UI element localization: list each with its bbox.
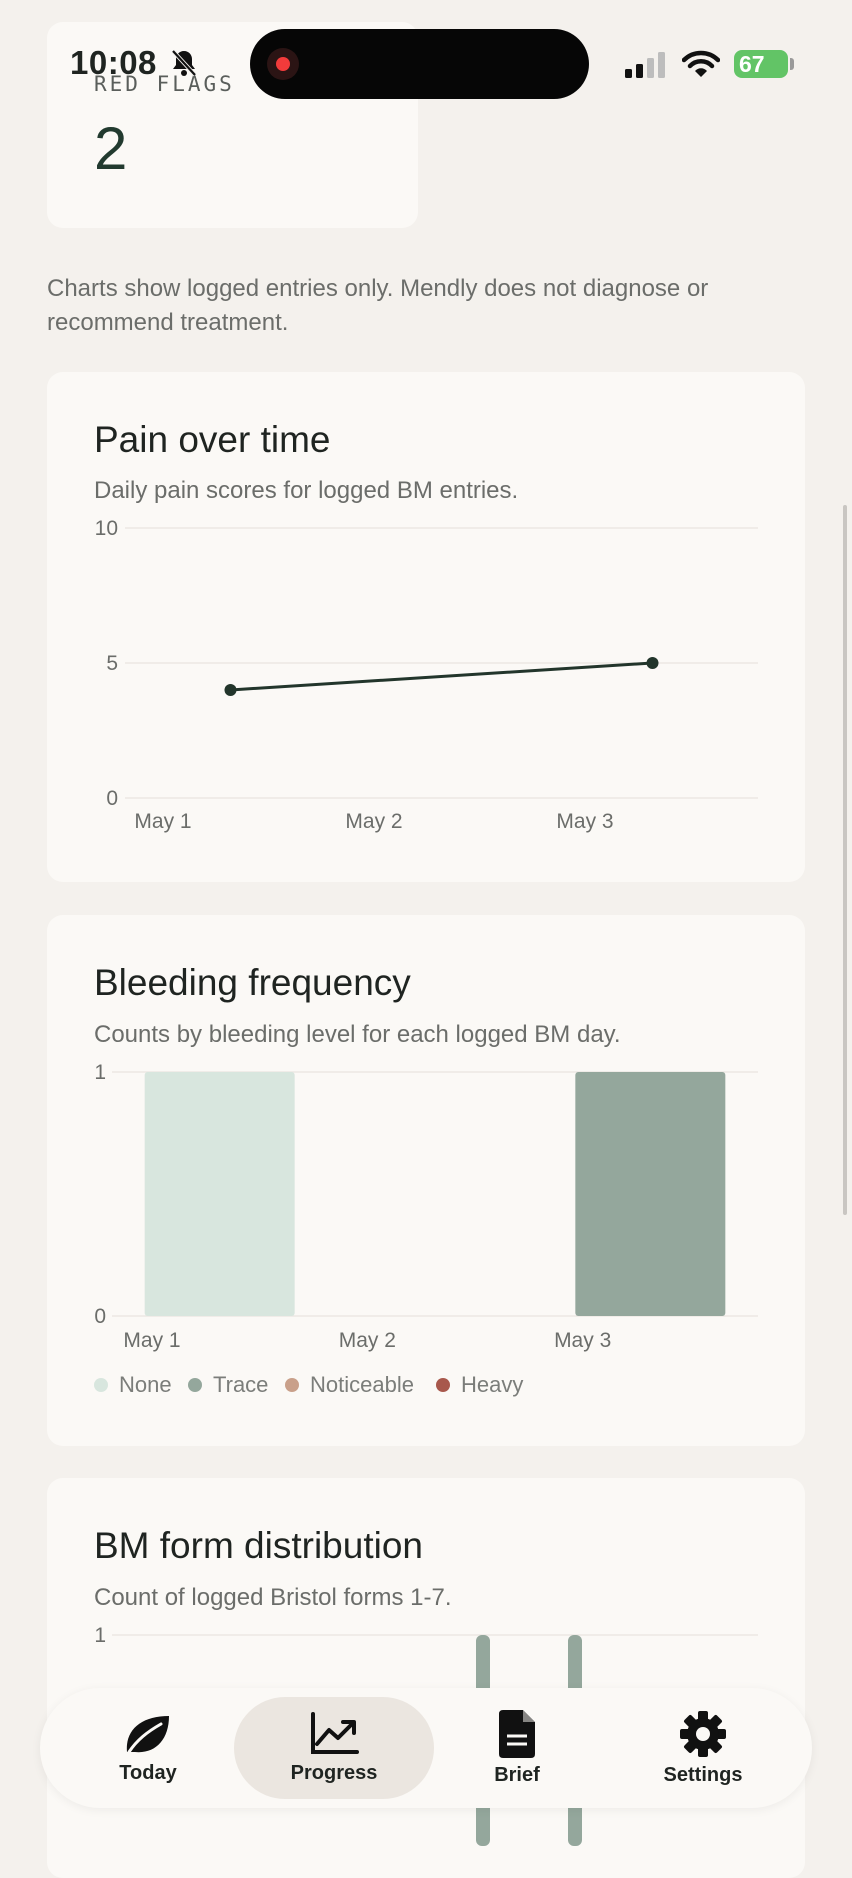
dynamic-island: [250, 29, 589, 99]
legend-dot-noticeable: [285, 1378, 299, 1392]
x-tick-label: May 1: [123, 1329, 180, 1352]
y-tick-label: 5: [106, 652, 118, 675]
y-tick-label: 1: [94, 1061, 106, 1084]
chart-trend-icon: [311, 1711, 359, 1754]
disclaimer-text: Charts show logged entries only. Mendly …: [47, 275, 709, 336]
tab-today[interactable]: Today: [88, 1688, 208, 1808]
legend-dot-heavy: [436, 1378, 450, 1392]
pain-chart-title: Pain over time: [94, 419, 331, 460]
x-tick-label: May 3: [554, 1329, 611, 1352]
tab-progress[interactable]: Progress: [274, 1688, 394, 1808]
series-line: [230, 661, 653, 692]
active-tab-highlight: [234, 1697, 434, 1799]
data-point: [646, 657, 659, 669]
y-tick-label: 0: [106, 787, 118, 810]
legend-dot-trace: [188, 1378, 202, 1392]
recording-icon: [267, 48, 299, 80]
tab-settings-label: Settings: [663, 1763, 743, 1786]
red-flags-label: RED FLAGS: [94, 72, 235, 96]
y-tick-label: 1: [94, 1624, 106, 1647]
bleeding-chart-subtitle: Counts by bleeding level for each logged…: [94, 1021, 621, 1048]
battery-cap: [790, 58, 794, 70]
tab-brief[interactable]: Brief: [457, 1688, 577, 1808]
tab-brief-label: Brief: [494, 1763, 540, 1786]
document-icon: [499, 1709, 535, 1758]
form-chart-title: BM form distribution: [94, 1525, 423, 1566]
tab-today-label: Today: [119, 1761, 177, 1784]
legend-dot-none: [94, 1378, 108, 1392]
legend-label-trace: Trace: [213, 1372, 269, 1397]
x-tick-label: May 2: [339, 1329, 396, 1352]
legend-item-heavy: Heavy: [436, 1372, 523, 1398]
pain-chart-subtitle: Daily pain scores for logged BM entries.: [94, 477, 519, 504]
legend-item-none: None: [94, 1372, 172, 1398]
leaf-icon: [126, 1715, 169, 1753]
y-tick-label: 0: [94, 1305, 106, 1328]
form-chart-card: [47, 1478, 805, 1878]
legend-label-none: None: [119, 1372, 172, 1397]
tab-settings[interactable]: Settings: [643, 1688, 763, 1808]
x-tick-label: May 2: [345, 810, 402, 833]
battery-indicator: 67: [734, 50, 788, 78]
wifi-icon: [682, 50, 720, 77]
status-time: 10:08: [70, 44, 157, 81]
battery-level: 67: [739, 51, 765, 77]
legend-label-heavy: Heavy: [461, 1372, 524, 1397]
scrollbar-thumb[interactable]: [843, 505, 847, 1215]
data-point: [224, 684, 237, 696]
tab-progress-label: Progress: [290, 1761, 378, 1784]
bell-slash-icon: [171, 49, 197, 77]
y-tick-label: 10: [95, 517, 118, 540]
gear-icon: [680, 1710, 726, 1757]
legend-item-noticeable: Noticeable: [285, 1372, 414, 1398]
bar-trace: [575, 1072, 726, 1316]
bleeding-chart-title: Bleeding frequency: [94, 962, 411, 1003]
bar-none: [144, 1072, 295, 1316]
form-chart-subtitle: Count of logged Bristol forms 1-7.: [94, 1584, 452, 1611]
legend-item-trace: Trace: [188, 1372, 268, 1398]
cellular-signal-icon: [625, 52, 665, 78]
pain-chart-card: [47, 372, 805, 882]
red-flags-count: 2: [94, 115, 128, 182]
x-tick-label: May 1: [134, 810, 191, 833]
x-tick-label: May 3: [556, 810, 613, 833]
legend-label-noticeable: Noticeable: [310, 1372, 414, 1397]
